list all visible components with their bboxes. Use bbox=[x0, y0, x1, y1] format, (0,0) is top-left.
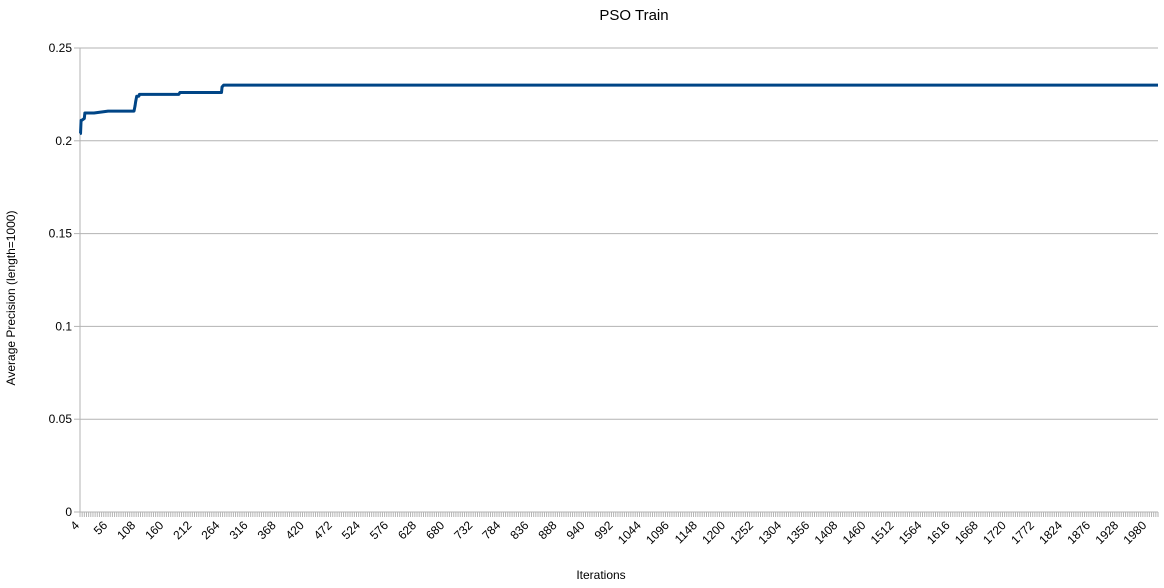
x-tick-label: 1460 bbox=[840, 518, 869, 547]
y-tick-label: 0.05 bbox=[49, 412, 73, 426]
x-tick-label: 1772 bbox=[1008, 518, 1037, 547]
x-tick-label: 1616 bbox=[924, 518, 953, 547]
x-axis-label: Iterations bbox=[576, 568, 625, 582]
x-tick-label: 1096 bbox=[643, 518, 672, 547]
y-tick-label: 0.15 bbox=[49, 227, 73, 241]
x-axis-ticks: 4 56 108 160 212 264 316 368 420 472 524 576 628 680 7… bbox=[67, 512, 1159, 547]
x-tick-label: 888 bbox=[535, 518, 559, 542]
y-tick-label: 0.2 bbox=[55, 134, 72, 148]
x-tick-label: 1304 bbox=[755, 518, 784, 547]
x-tick-label: 1668 bbox=[952, 518, 981, 547]
x-tick-label: 1564 bbox=[896, 518, 925, 547]
x-tick-label: 1720 bbox=[980, 518, 1009, 547]
x-tick-label: 836 bbox=[507, 518, 531, 542]
x-tick-label: 1148 bbox=[672, 518, 700, 546]
x-tick-label: 732 bbox=[451, 518, 475, 542]
x-tick-label: 680 bbox=[423, 518, 447, 542]
x-tick-label: 1408 bbox=[812, 518, 841, 547]
y-tick-label: 0.1 bbox=[55, 319, 72, 333]
x-tick-label: 1252 bbox=[727, 518, 756, 547]
x-tick-label: 940 bbox=[564, 518, 588, 542]
x-tick-label: 108 bbox=[114, 518, 138, 542]
x-tick-label: 576 bbox=[367, 518, 391, 542]
x-tick-label: 524 bbox=[339, 518, 363, 542]
x-tick-label: 56 bbox=[91, 518, 111, 538]
x-tick-label: 368 bbox=[255, 518, 279, 542]
x-tick-label: 992 bbox=[592, 518, 616, 542]
x-tick-label: 316 bbox=[227, 518, 251, 542]
x-tick-label: 628 bbox=[395, 518, 419, 542]
x-tick-label: 4 bbox=[67, 518, 82, 533]
x-tick-label: 212 bbox=[170, 518, 194, 542]
x-tick-label: 1824 bbox=[1036, 518, 1065, 547]
x-tick-label: 1512 bbox=[868, 518, 897, 547]
x-tick-label: 1980 bbox=[1121, 518, 1150, 547]
x-tick-label: 784 bbox=[479, 518, 503, 542]
x-tick-label: 472 bbox=[311, 518, 335, 542]
y-tick-label: 0.25 bbox=[49, 41, 73, 55]
x-tick-label: 1876 bbox=[1064, 518, 1093, 547]
y-axis-label: Average Precision (length=1000) bbox=[4, 211, 18, 386]
x-tick-label: 420 bbox=[283, 518, 307, 542]
x-tick-label: 1356 bbox=[784, 518, 813, 547]
y-axis-ticks: 0 0.05 0.1 0.15 0.2 0.25 bbox=[49, 41, 80, 519]
x-tick-label: 1044 bbox=[615, 518, 644, 547]
x-tick-label: 1200 bbox=[699, 518, 728, 547]
gridlines bbox=[80, 47, 1158, 513]
series-line bbox=[79, 83, 1158, 135]
x-tick-label: 264 bbox=[198, 518, 222, 542]
y-tick-label: 0 bbox=[65, 505, 72, 519]
x-tick-label: 1928 bbox=[1092, 518, 1121, 547]
x-tick-label: 160 bbox=[142, 518, 166, 542]
chart-title: PSO Train bbox=[599, 7, 668, 24]
